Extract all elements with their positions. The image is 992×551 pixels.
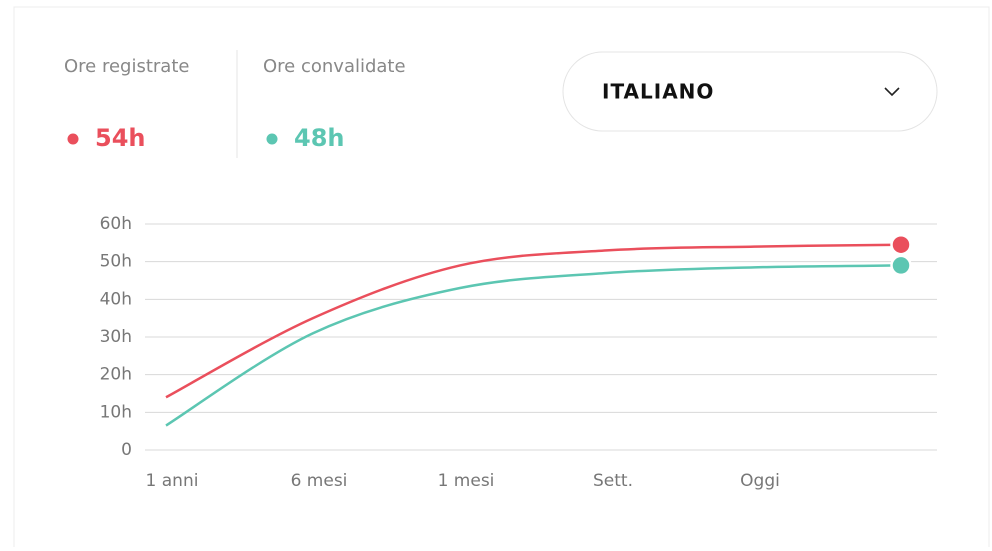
stat-value: 54h [95, 124, 145, 152]
x-tick-label: 1 anni [146, 471, 199, 491]
dropdown-label[interactable]: ITALIANO [602, 80, 714, 104]
stat-value: 48h [294, 124, 344, 152]
y-tick-label: 30h [100, 327, 132, 347]
y-tick-label: 10h [100, 402, 132, 422]
stat-dot [266, 133, 278, 145]
end-dot [890, 254, 912, 277]
x-tick-label: 6 mesi [291, 471, 348, 491]
x-tick-label: Oggi [740, 471, 780, 491]
y-tick-label: 50h [100, 252, 132, 272]
y-tick-label: 60h [100, 214, 132, 234]
y-tick-label: 40h [100, 289, 132, 309]
stat-label: Ore convalidate [263, 56, 406, 77]
dropdown-box[interactable] [562, 51, 938, 132]
dropdown[interactable]: ITALIANO [562, 51, 938, 132]
chevron[interactable] [884, 87, 900, 97]
end-dot [890, 233, 912, 256]
y-tick-label: 20h [100, 365, 132, 385]
series-line [165, 264, 902, 427]
x-tick-label: 1 mesi [438, 471, 495, 491]
series-line [165, 243, 902, 399]
x-tick-label: Sett. [593, 471, 633, 491]
y-tick-label: 0 [121, 440, 132, 460]
stat-dot [67, 133, 79, 145]
stat-label: Ore registrate [64, 56, 189, 77]
